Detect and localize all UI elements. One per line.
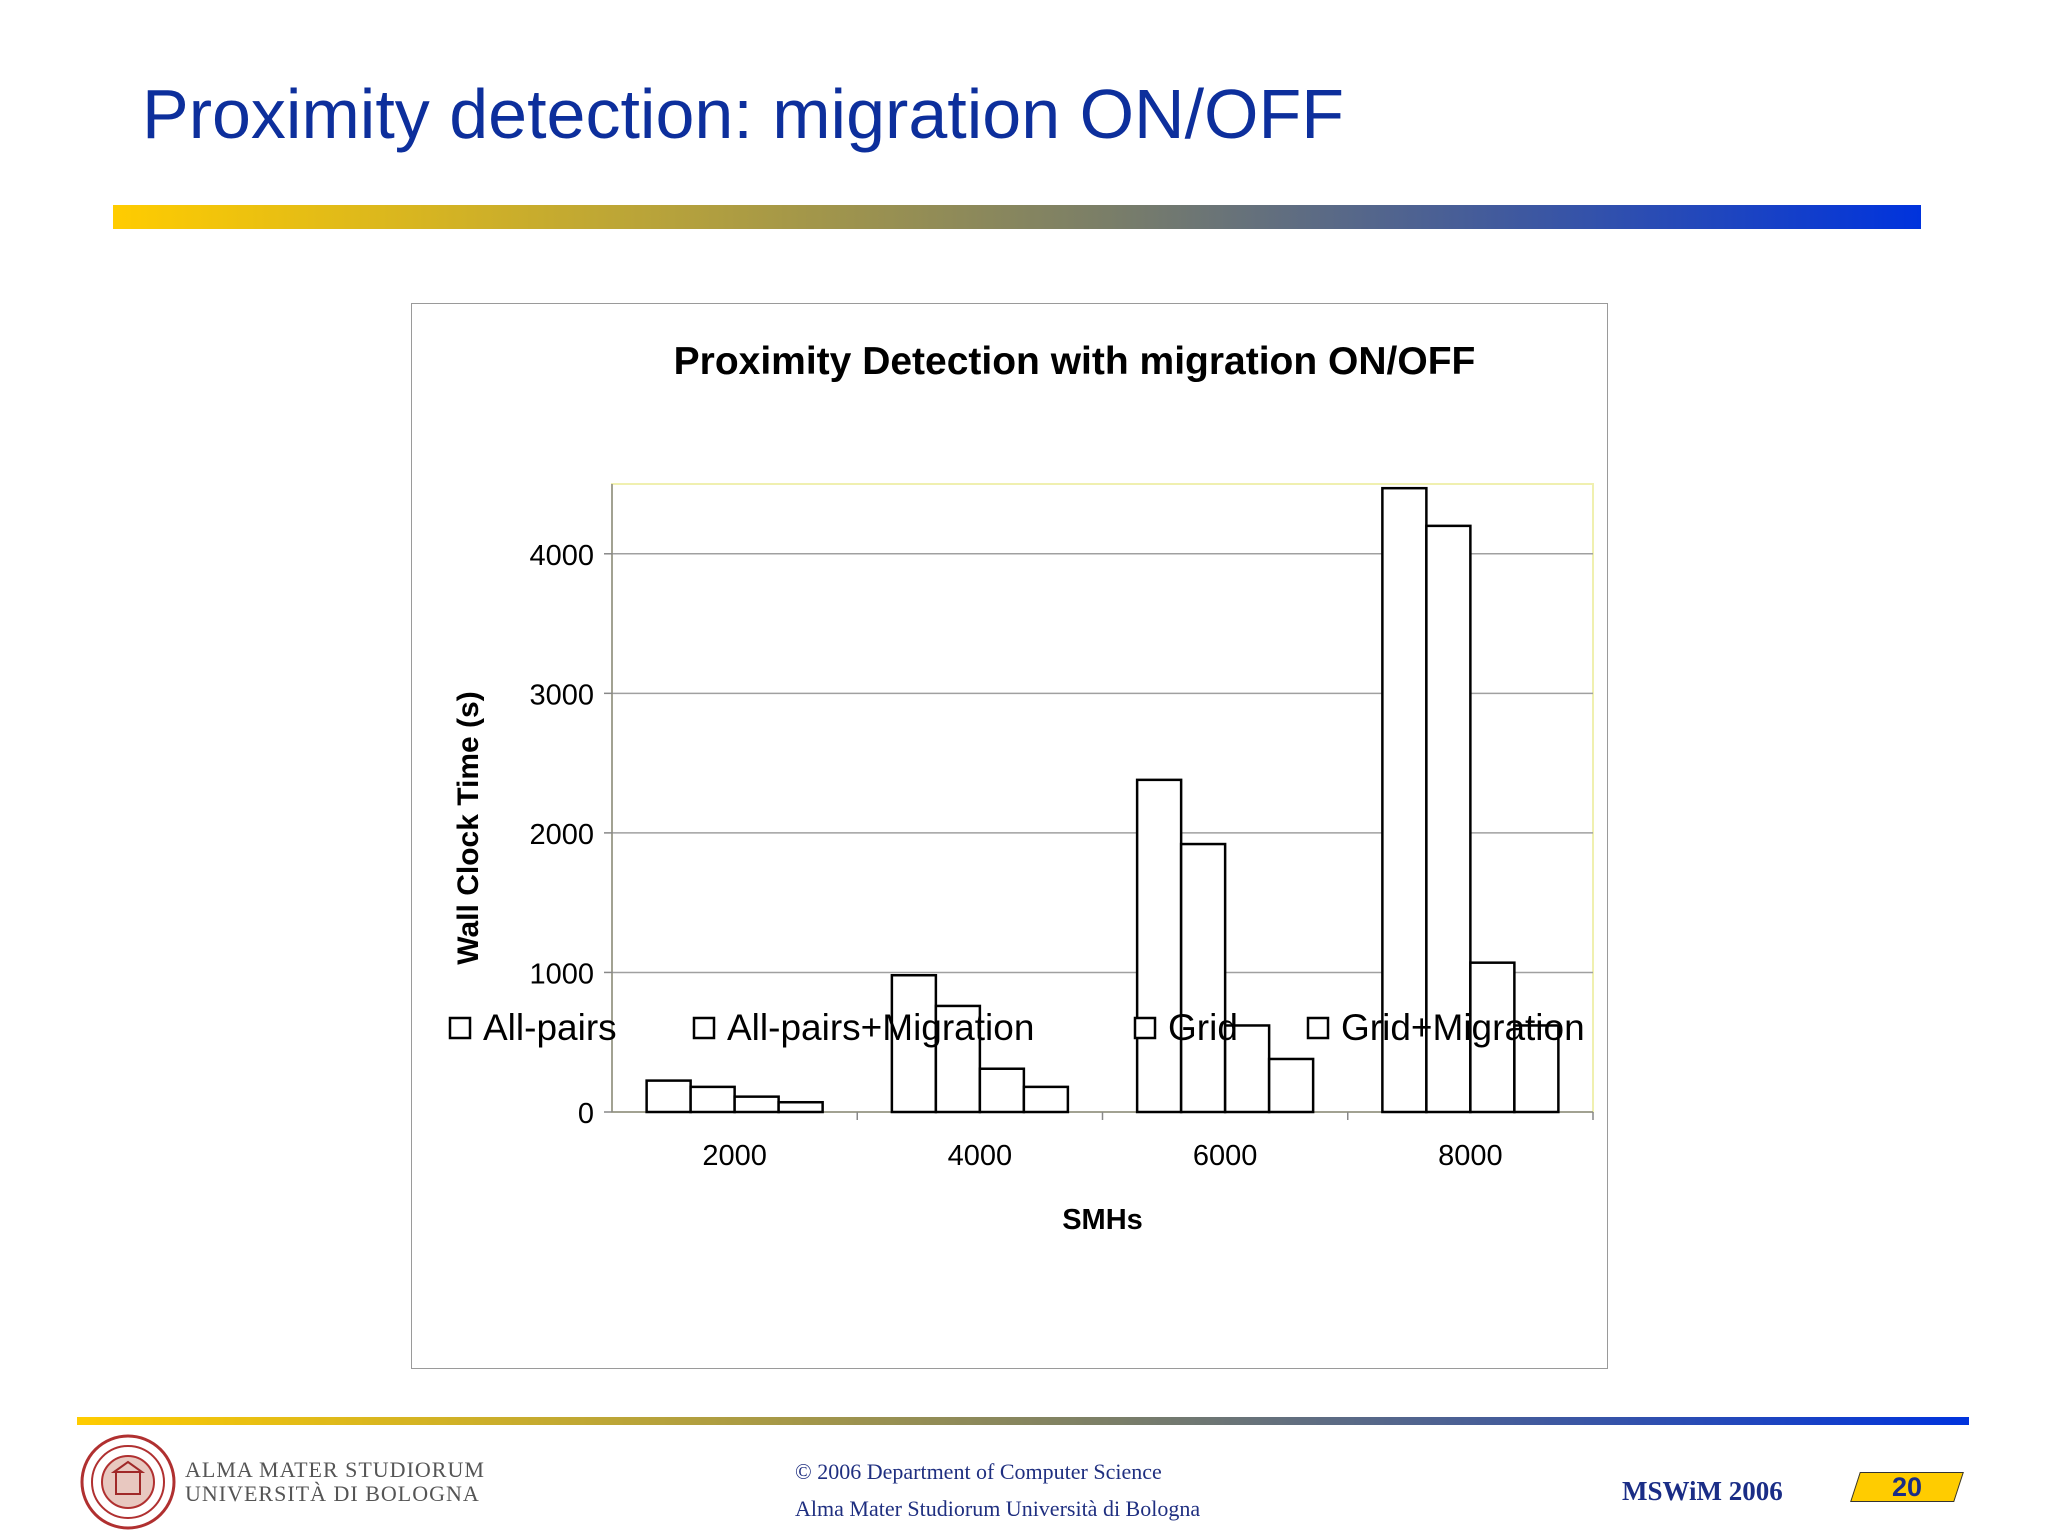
y-tick-label: 3000 — [529, 679, 594, 711]
chart-title: Proximity Detection with migration ON/OF… — [674, 340, 1476, 383]
bar — [777, 1100, 824, 1114]
y-axis-label: Wall Clock Time (s) — [452, 691, 485, 964]
bar — [1469, 961, 1516, 1114]
slide-title: Proximity detection: migration ON/OFF — [142, 75, 1344, 153]
logo-line-1: ALMA MATER STUDIORUM — [185, 1457, 485, 1482]
x-tick-label: 8000 — [1438, 1140, 1503, 1172]
bar — [1425, 524, 1472, 1114]
logo-line-2: UNIVERSITÀ DI BOLOGNA — [185, 1481, 480, 1506]
conference-label: MSWiM 2006 — [1622, 1476, 1783, 1506]
bar — [978, 1067, 1026, 1114]
bar — [645, 1079, 692, 1114]
legend-label: All-pairs+Migration — [727, 1007, 1034, 1048]
chart-frame: Proximity Detection with migration ON/OF… — [411, 303, 1608, 1369]
bar — [1022, 1085, 1070, 1114]
x-tick-label: 6000 — [1193, 1140, 1258, 1172]
y-tick-label: 2000 — [529, 819, 594, 851]
bar — [1513, 1024, 1560, 1114]
y-tick-label: 1000 — [529, 958, 594, 990]
bar — [733, 1095, 780, 1114]
x-tick-label: 2000 — [702, 1140, 767, 1172]
footer-copyright: © 2006 Department of Computer Science — [795, 1459, 1162, 1484]
bar — [890, 973, 938, 1114]
page-number: 20 — [1891, 1472, 1923, 1502]
legend-swatch — [692, 1016, 716, 1040]
bar — [1223, 1024, 1271, 1114]
legend-label: Grid — [1168, 1007, 1238, 1048]
x-tick-label: 4000 — [948, 1140, 1013, 1172]
y-tick-label: 0 — [578, 1098, 594, 1130]
legend-swatch — [448, 1016, 472, 1040]
bar — [1267, 1057, 1315, 1114]
bar — [689, 1085, 736, 1114]
bar — [1381, 486, 1428, 1114]
legend-swatch — [1306, 1016, 1330, 1040]
x-axis-label: SMHs — [1062, 1204, 1143, 1236]
bar-chart: Proximity Detection with migration ON/OF… — [448, 340, 1594, 1236]
top-gradient-divider — [113, 205, 1921, 229]
legend-label: Grid+Migration — [1341, 1007, 1585, 1048]
bar — [934, 1004, 982, 1114]
bar — [1135, 778, 1183, 1114]
footer-institution: Alma Mater Studiorum Università di Bolog… — [795, 1496, 1201, 1521]
legend-label: All-pairs — [483, 1007, 617, 1048]
y-tick-label: 4000 — [529, 540, 594, 572]
bottom-gradient-divider — [77, 1417, 1969, 1425]
legend-swatch — [1133, 1016, 1157, 1040]
university-seal-icon — [80, 1434, 176, 1530]
bar — [1179, 842, 1227, 1114]
page-number-badge: 20 — [1850, 1472, 1964, 1502]
